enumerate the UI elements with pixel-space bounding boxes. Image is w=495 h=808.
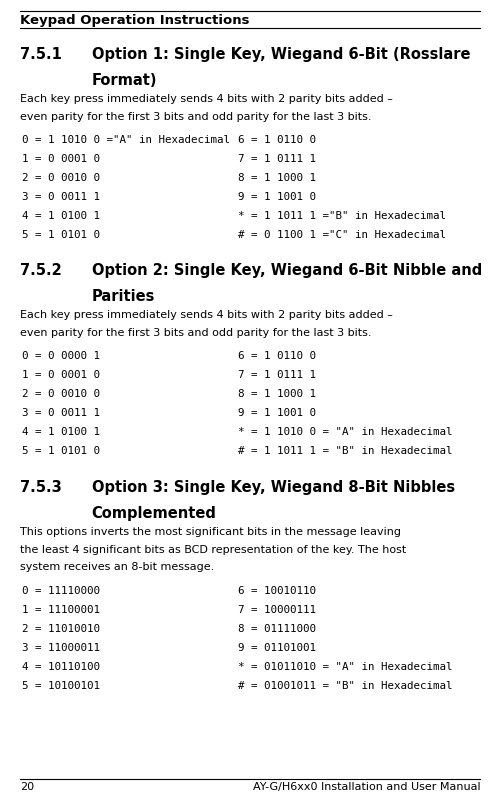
Text: 2 = 0 0010 0: 2 = 0 0010 0 <box>22 389 100 399</box>
Text: Keypad Operation Instructions: Keypad Operation Instructions <box>20 14 249 27</box>
Text: * = 1 1010 0 = "A" in Hexadecimal: * = 1 1010 0 = "A" in Hexadecimal <box>238 427 452 437</box>
Text: 0 = 11110000: 0 = 11110000 <box>22 586 100 595</box>
Text: 9 = 1 1001 0: 9 = 1 1001 0 <box>238 409 316 419</box>
Text: 3 = 11000011: 3 = 11000011 <box>22 643 100 653</box>
Text: 5 = 1 0101 0: 5 = 1 0101 0 <box>22 229 100 240</box>
Text: Each key press immediately sends 4 bits with 2 parity bits added –: Each key press immediately sends 4 bits … <box>20 310 393 320</box>
Text: Option 3: Single Key, Wiegand 8-Bit Nibbles: Option 3: Single Key, Wiegand 8-Bit Nibb… <box>92 480 455 495</box>
Text: 7.5.2: 7.5.2 <box>20 263 61 279</box>
Text: even parity for the first 3 bits and odd parity for the last 3 bits.: even parity for the first 3 bits and odd… <box>20 328 371 338</box>
Text: 3 = 0 0011 1: 3 = 0 0011 1 <box>22 409 100 419</box>
Text: 1 = 11100001: 1 = 11100001 <box>22 605 100 615</box>
Text: 7.5.1: 7.5.1 <box>20 47 62 62</box>
Text: 6 = 1 0110 0: 6 = 1 0110 0 <box>238 135 316 145</box>
Text: Option 1: Single Key, Wiegand 6-Bit (Rosslare: Option 1: Single Key, Wiegand 6-Bit (Ros… <box>92 47 470 62</box>
Text: 5 = 10100101: 5 = 10100101 <box>22 681 100 691</box>
Text: 2 = 11010010: 2 = 11010010 <box>22 624 100 633</box>
Text: # = 01001011 = "B" in Hexadecimal: # = 01001011 = "B" in Hexadecimal <box>238 681 452 691</box>
Text: 7 = 1 0111 1: 7 = 1 0111 1 <box>238 370 316 381</box>
Text: 7 = 10000111: 7 = 10000111 <box>238 605 316 615</box>
Text: 0 = 1 1010 0 ="A" in Hexadecimal: 0 = 1 1010 0 ="A" in Hexadecimal <box>22 135 230 145</box>
Text: 5 = 1 0101 0: 5 = 1 0101 0 <box>22 446 100 457</box>
Text: 1 = 0 0001 0: 1 = 0 0001 0 <box>22 154 100 164</box>
Text: system receives an 8-bit message.: system receives an 8-bit message. <box>20 562 214 572</box>
Text: 8 = 01111000: 8 = 01111000 <box>238 624 316 633</box>
Text: 8 = 1 1000 1: 8 = 1 1000 1 <box>238 389 316 399</box>
Text: Parities: Parities <box>92 289 155 305</box>
Text: 4 = 10110100: 4 = 10110100 <box>22 662 100 671</box>
Text: 9 = 1 1001 0: 9 = 1 1001 0 <box>238 192 316 202</box>
Text: 8 = 1 1000 1: 8 = 1 1000 1 <box>238 173 316 183</box>
Text: 3 = 0 0011 1: 3 = 0 0011 1 <box>22 192 100 202</box>
Text: # = 0 1100 1 ="C" in Hexadecimal: # = 0 1100 1 ="C" in Hexadecimal <box>238 229 446 240</box>
Text: * = 1 1011 1 ="B" in Hexadecimal: * = 1 1011 1 ="B" in Hexadecimal <box>238 211 446 221</box>
Text: AY-G/H6xx0 Installation and User Manual: AY-G/H6xx0 Installation and User Manual <box>252 782 480 792</box>
Text: 20: 20 <box>20 782 34 792</box>
Text: Format): Format) <box>92 73 157 88</box>
Text: 2 = 0 0010 0: 2 = 0 0010 0 <box>22 173 100 183</box>
Text: 4 = 1 0100 1: 4 = 1 0100 1 <box>22 427 100 437</box>
Text: Complemented: Complemented <box>92 506 216 521</box>
Text: # = 1 1011 1 = "B" in Hexadecimal: # = 1 1011 1 = "B" in Hexadecimal <box>238 446 452 457</box>
Text: This options inverts the most significant bits in the message leaving: This options inverts the most significan… <box>20 527 401 537</box>
Text: 4 = 1 0100 1: 4 = 1 0100 1 <box>22 211 100 221</box>
Text: Option 2: Single Key, Wiegand 6-Bit Nibble and: Option 2: Single Key, Wiegand 6-Bit Nibb… <box>92 263 482 279</box>
Text: 6 = 10010110: 6 = 10010110 <box>238 586 316 595</box>
Text: 7.5.3: 7.5.3 <box>20 480 61 495</box>
Text: the least 4 significant bits as BCD representation of the key. The host: the least 4 significant bits as BCD repr… <box>20 545 406 554</box>
Text: 9 = 01101001: 9 = 01101001 <box>238 643 316 653</box>
Text: * = 01011010 = "A" in Hexadecimal: * = 01011010 = "A" in Hexadecimal <box>238 662 452 671</box>
Text: 7 = 1 0111 1: 7 = 1 0111 1 <box>238 154 316 164</box>
Text: 1 = 0 0001 0: 1 = 0 0001 0 <box>22 370 100 381</box>
Text: 0 = 0 0000 1: 0 = 0 0000 1 <box>22 351 100 361</box>
Text: Each key press immediately sends 4 bits with 2 parity bits added –: Each key press immediately sends 4 bits … <box>20 94 393 103</box>
Text: even parity for the first 3 bits and odd parity for the last 3 bits.: even parity for the first 3 bits and odd… <box>20 112 371 121</box>
Text: 6 = 1 0110 0: 6 = 1 0110 0 <box>238 351 316 361</box>
